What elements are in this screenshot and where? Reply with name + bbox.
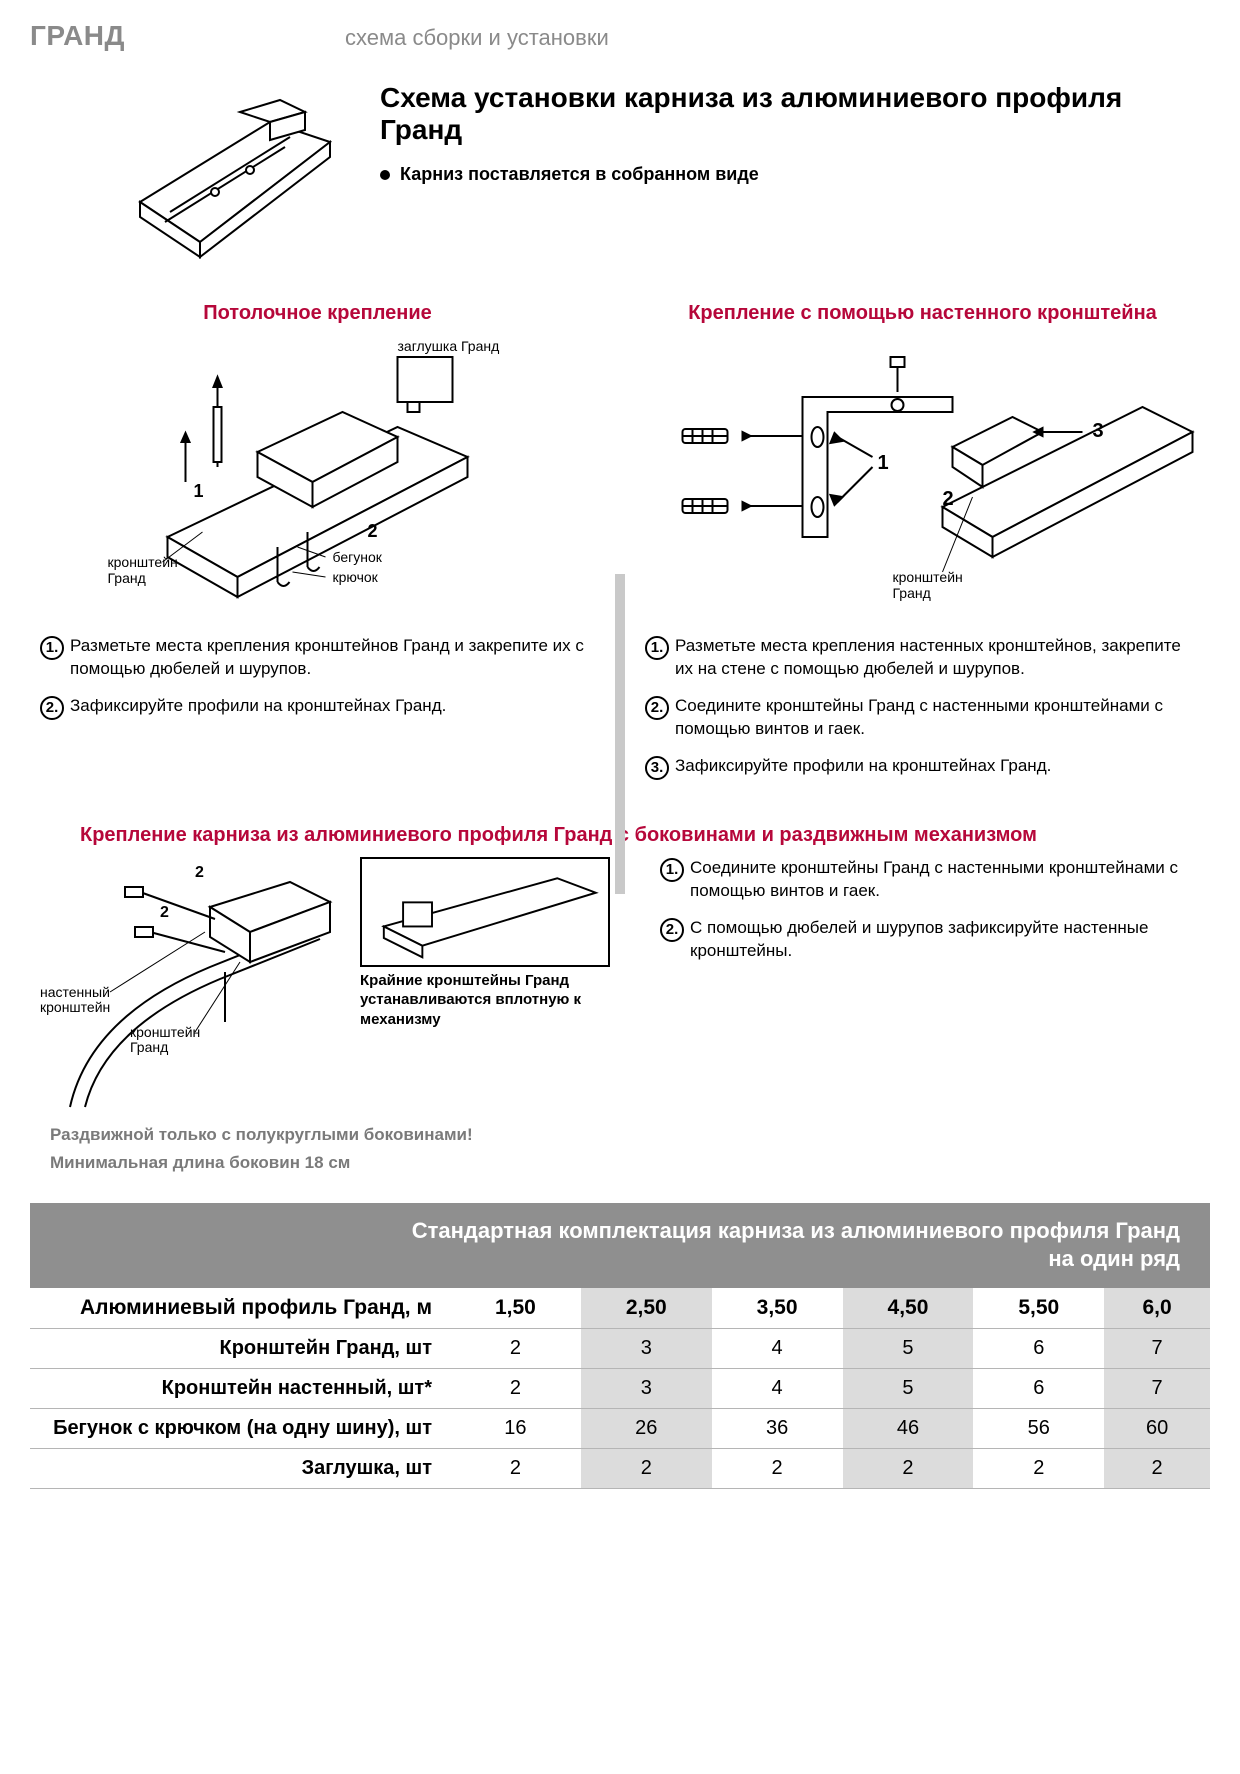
column-divider: [615, 574, 625, 894]
step-num-icon: 2.: [660, 918, 684, 942]
row-label: Бегунок с крючком (на одну шину), шт: [30, 1408, 450, 1448]
step-num-icon: 1.: [645, 636, 669, 660]
section3-mid-caption: Крайние кронштейны Гранд устанавливаются…: [360, 971, 610, 1030]
table-cell: 2: [581, 1448, 712, 1488]
label-runner: бегунок: [333, 549, 383, 565]
label-grand-bracket: кронштейнГранд: [130, 1024, 200, 1055]
table-row: Кронштейн настенный, шт*234567: [30, 1368, 1210, 1408]
wall-step-2: 2.Соедините кронштейны Гранд с настенным…: [645, 695, 1200, 741]
table-cell: 26: [581, 1408, 712, 1448]
page-subtitle: схема сборки и установки: [345, 25, 609, 51]
label-bracket2: кронштейнГранд: [893, 569, 963, 601]
table-cell: 60: [1104, 1408, 1210, 1448]
s3-n2b: 2: [160, 904, 169, 921]
section3-left-diagram: 2 2 настенныйкронштейн кронштейнГранд: [30, 857, 340, 1117]
table-title: Стандартная комплектация карниза из алюм…: [30, 1203, 1210, 1288]
table-cell: 2: [450, 1328, 581, 1368]
section3-note-1: Раздвижной только с полукруглыми боковин…: [30, 1125, 1210, 1145]
table-cell: 7: [1104, 1328, 1210, 1368]
intro-diagram: [120, 82, 340, 262]
spec-table: Алюминиевый профиль Гранд, м 1,50 2,50 3…: [30, 1288, 1210, 1489]
table-cell: 36: [712, 1408, 843, 1448]
table-row: Кронштейн Гранд, шт234567: [30, 1328, 1210, 1368]
wall-steps: 1.Разметьте места крепления настенных кр…: [635, 635, 1210, 780]
table-cell: 2: [712, 1448, 843, 1488]
table-cell: 2: [450, 1368, 581, 1408]
intro-title: Схема установки карниза из алюминиевого …: [380, 82, 1210, 146]
intro-bullet-text: Карниз поставляется в собранном виде: [400, 164, 759, 185]
mount-methods: Потолочное крепление: [30, 302, 1210, 794]
table-cell: 6: [973, 1368, 1104, 1408]
col-2: 2,50: [581, 1288, 712, 1329]
wall-step-3: 3.Зафиксируйте профили на кронштейнах Гр…: [645, 755, 1200, 780]
wall-diagram: 1 2 3 кронштейнГранд: [635, 337, 1210, 617]
table-cell: 16: [450, 1408, 581, 1448]
row-label: Кронштейн Гранд, шт: [30, 1328, 450, 1368]
section3-note-2: Минимальная длина боковин 18 см: [30, 1153, 1210, 1173]
table-header-row: Алюминиевый профиль Гранд, м 1,50 2,50 3…: [30, 1288, 1210, 1329]
wall-n2: 2: [943, 488, 954, 510]
ceiling-step-2: 2.Зафиксируйте профили на кронштейнах Гр…: [40, 695, 595, 720]
label-cap: заглушка Гранд: [398, 338, 500, 354]
col-1: 1,50: [450, 1288, 581, 1329]
spec-table-section: Стандартная комплектация карниза из алюм…: [30, 1203, 1210, 1489]
s3-n2a: 2: [195, 864, 204, 881]
table-cell: 2: [1104, 1448, 1210, 1488]
wall-step-1: 1.Разметьте места крепления настенных кр…: [645, 635, 1200, 681]
label-wall-bracket: настенныйкронштейн: [40, 984, 110, 1015]
wall-title: Крепление с помощью настенного кронштейн…: [635, 302, 1210, 325]
ceiling-diagram: заглушка Гранд кронштейнГранд бегунок кр…: [30, 337, 605, 617]
table-cell: 6: [973, 1328, 1104, 1368]
section3-mid: Крайние кронштейны Гранд устанавливаются…: [360, 857, 610, 1117]
table-cell: 4: [712, 1328, 843, 1368]
s3-step-1: 1.Соедините кронштейны Гранд с настенным…: [660, 857, 1210, 903]
table-cell: 46: [843, 1408, 974, 1448]
table-cell: 4: [712, 1368, 843, 1408]
step-num-icon: 1.: [40, 636, 64, 660]
intro-section: Схема установки карниза из алюминиевого …: [30, 82, 1210, 262]
step-num-icon: 1.: [660, 858, 684, 882]
table-cell: 2: [450, 1448, 581, 1488]
brand-name: ГРАНД: [30, 20, 125, 52]
wall-n3: 3: [1093, 420, 1104, 442]
ceiling-steps: 1.Разметьте места крепления кронштейнов …: [30, 635, 605, 720]
col-4: 4,50: [843, 1288, 974, 1329]
table-cell: 2: [973, 1448, 1104, 1488]
row-label: Заглушка, шт: [30, 1448, 450, 1488]
col-6: 6,0: [1104, 1288, 1210, 1329]
col-5: 5,50: [973, 1288, 1104, 1329]
table-row: Заглушка, шт222222: [30, 1448, 1210, 1488]
table-cell: 7: [1104, 1368, 1210, 1408]
ceiling-step-1: 1.Разметьте места крепления кронштейнов …: [40, 635, 595, 681]
section3-steps: 1.Соедините кронштейны Гранд с настенным…: [630, 857, 1210, 1117]
label-hook: крючок: [333, 569, 379, 585]
step-num-icon: 3.: [645, 756, 669, 780]
ceiling-n2: 2: [368, 521, 378, 541]
intro-text: Схема установки карниза из алюминиевого …: [380, 82, 1210, 262]
table-cell: 56: [973, 1408, 1104, 1448]
table-row: Бегунок с крючком (на одну шину), шт1626…: [30, 1408, 1210, 1448]
s3-step-2: 2.С помощью дюбелей и шурупов зафиксируй…: [660, 917, 1210, 963]
table-cell: 2: [843, 1448, 974, 1488]
ceiling-n1: 1: [194, 481, 204, 501]
intro-bullet: Карниз поставляется в собранном виде: [380, 164, 1210, 185]
page-header: ГРАНД схема сборки и установки: [30, 20, 1210, 52]
table-cell: 3: [581, 1328, 712, 1368]
step-num-icon: 2.: [40, 696, 64, 720]
table-cell: 5: [843, 1368, 974, 1408]
table-cell: 5: [843, 1328, 974, 1368]
step-num-icon: 2.: [645, 696, 669, 720]
ceiling-column: Потолочное крепление: [30, 302, 605, 794]
bullet-icon: [380, 170, 390, 180]
col-3: 3,50: [712, 1288, 843, 1329]
table-cell: 3: [581, 1368, 712, 1408]
ceiling-title: Потолочное крепление: [30, 302, 605, 325]
wall-n1: 1: [878, 452, 889, 474]
wall-column: Крепление с помощью настенного кронштейн…: [635, 302, 1210, 794]
row-label: Кронштейн настенный, шт*: [30, 1368, 450, 1408]
col-header-label: Алюминиевый профиль Гранд, м: [30, 1288, 450, 1329]
